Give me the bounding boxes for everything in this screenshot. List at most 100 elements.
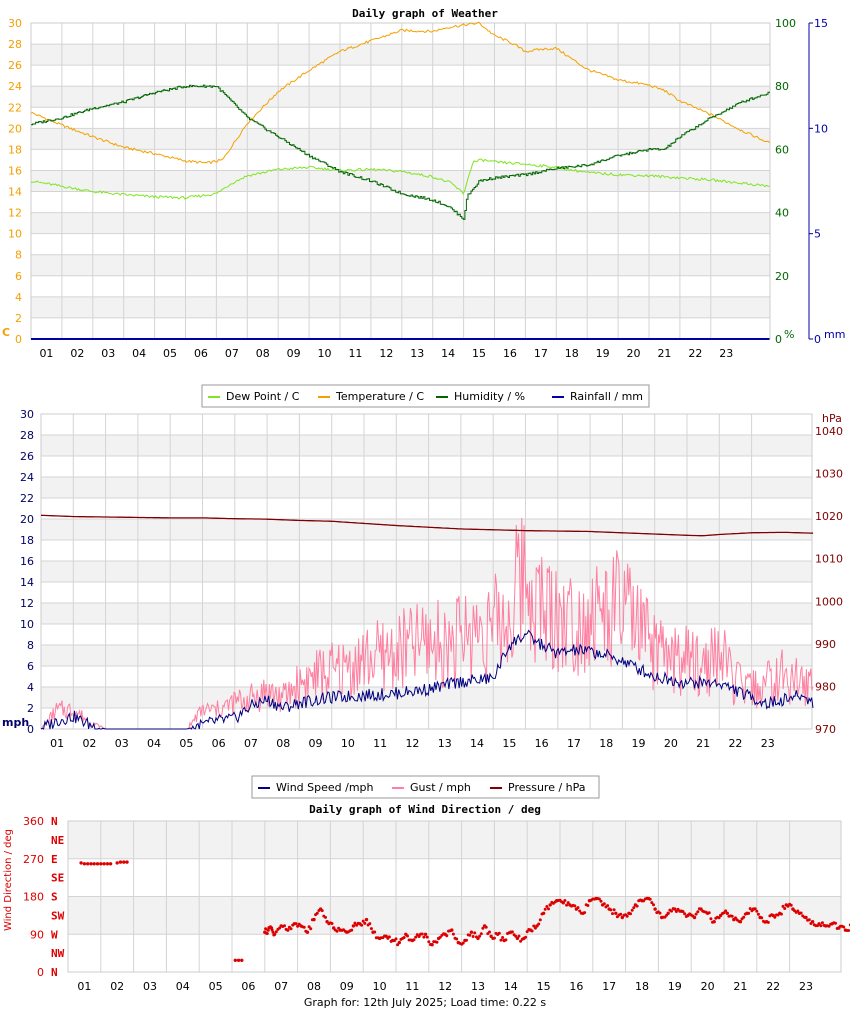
data-point [363, 921, 367, 925]
x-tick-label: 11 [348, 347, 362, 360]
data-point [760, 916, 764, 920]
y-tick-label: 22 [20, 492, 34, 505]
y-tick-label: 90 [30, 928, 44, 941]
data-point [364, 917, 369, 922]
y-tick-label: 16 [20, 555, 34, 568]
y-tick-label: 8 [15, 249, 22, 262]
data-point [425, 935, 429, 939]
y-tick-label: 14 [20, 576, 34, 589]
data-point [694, 912, 698, 916]
x-tick-label: 15 [502, 737, 516, 750]
band [68, 821, 841, 859]
legend-label: Pressure / hPa [508, 781, 586, 794]
y-tick-label: 24 [8, 80, 22, 93]
data-point [804, 915, 808, 920]
data-point [635, 904, 639, 908]
data-point [753, 907, 757, 911]
y-tick-label: 1020 [815, 510, 843, 523]
data-point [609, 908, 613, 912]
data-point [827, 924, 831, 928]
data-point [625, 914, 629, 918]
data-point [630, 908, 634, 912]
data-point [597, 897, 601, 901]
band [41, 519, 812, 540]
data-point [438, 935, 442, 939]
data-point [583, 911, 587, 915]
x-tick-label: 22 [728, 737, 742, 750]
data-point [368, 922, 372, 926]
x-tick-label: 07 [244, 737, 258, 750]
data-point [417, 934, 421, 938]
data-point [599, 899, 603, 903]
plot-border [67, 820, 842, 973]
y-axis-label: Wind Direction / deg [3, 829, 14, 931]
data-point [734, 916, 737, 920]
x-tick-label: 14 [504, 980, 518, 993]
x-tick-label: 12 [379, 347, 393, 360]
data-point [233, 958, 237, 962]
data-point [683, 912, 687, 916]
data-point [92, 862, 96, 866]
x-tick-label: 03 [115, 737, 129, 750]
data-point [724, 909, 728, 913]
x-tick-label: 01 [50, 737, 64, 750]
data-point [86, 862, 90, 866]
data-point [524, 935, 528, 939]
data-point [707, 911, 711, 915]
band [41, 477, 812, 498]
data-point [330, 922, 334, 925]
x-tick-label: 08 [256, 347, 270, 360]
y-tick-label: 12 [8, 207, 22, 220]
data-point [406, 934, 409, 938]
footer-text: Graph for: 12th July 2025; Load time: 0.… [303, 996, 547, 1009]
data-point [479, 932, 483, 936]
data-point [361, 919, 365, 923]
y-tick-label: 6 [27, 660, 34, 673]
band [41, 561, 812, 582]
x-tick-label: 13 [438, 737, 452, 750]
y-tick-label: 4 [27, 681, 34, 694]
data-point [517, 934, 521, 938]
x-tick-label: 03 [143, 980, 157, 993]
data-point [397, 940, 401, 945]
y-tick-label: 970 [815, 723, 836, 736]
data-point [725, 911, 729, 915]
y-tick-label: 12 [20, 597, 34, 610]
data-point [102, 862, 106, 866]
data-point [692, 915, 697, 920]
x-tick-label: 06 [194, 347, 208, 360]
data-point [578, 909, 582, 913]
x-tick-label: 16 [503, 347, 517, 360]
data-point [781, 904, 785, 908]
data-point [586, 904, 590, 907]
x-tick-label: 06 [212, 737, 226, 750]
data-point [481, 926, 485, 930]
data-point [510, 930, 514, 934]
y-tick-label: 360 [23, 815, 44, 828]
x-tick-label: 10 [341, 737, 355, 750]
data-point [565, 903, 569, 907]
data-point [423, 932, 428, 936]
y-tick-label: 980 [815, 680, 836, 693]
x-tick-label: 08 [276, 737, 290, 750]
data-point [266, 928, 270, 932]
x-tick-label: 01 [39, 347, 53, 360]
compass-label: NE [51, 834, 64, 847]
x-tick-label: 05 [163, 347, 177, 360]
data-point [674, 910, 678, 913]
data-point [611, 912, 614, 916]
y-tick-label: 30 [8, 17, 22, 30]
y-tick-label: 1030 [815, 468, 843, 481]
data-point [118, 860, 123, 864]
legend-label: Wind Speed /mph [276, 781, 374, 794]
x-tick-label: 15 [537, 980, 551, 993]
data-point [105, 862, 110, 866]
band [31, 86, 770, 108]
data-point [236, 958, 241, 962]
y-tick-label: 10 [814, 122, 828, 135]
y-axis-unit: % [784, 328, 794, 341]
x-tick-label: 17 [602, 980, 616, 993]
data-point [286, 928, 290, 932]
data-point [108, 862, 113, 866]
compass-label: S [51, 891, 58, 904]
